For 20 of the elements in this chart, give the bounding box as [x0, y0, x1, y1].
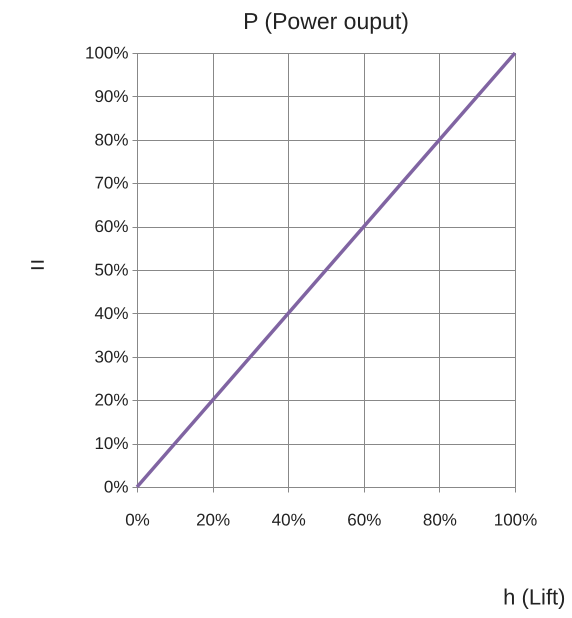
y-axis-title: =	[30, 250, 46, 280]
y-tick-label: 100%	[85, 44, 128, 62]
y-tick-label: 40%	[94, 304, 128, 323]
x-tick-label: 40%	[272, 510, 306, 530]
y-tick-label: 20%	[94, 390, 128, 410]
y-tick-label: 30%	[94, 347, 128, 366]
x-axis-title: h (Lift)	[503, 584, 566, 610]
x-tick-label: 60%	[347, 510, 382, 530]
x-tick-label: 100%	[494, 510, 538, 530]
y-tick-label: 50%	[94, 260, 128, 280]
y-tick-label: 90%	[94, 86, 128, 106]
x-tick-label: 0%	[125, 510, 150, 530]
x-tick-label: 20%	[196, 510, 230, 530]
y-tick-label: 80%	[94, 130, 128, 150]
y-tick-label: 60%	[94, 217, 128, 236]
y-tick-label: 10%	[94, 434, 128, 454]
y-tick-label: 0%	[104, 478, 128, 496]
y-tick-label: 70%	[94, 174, 128, 193]
chart-title: P (Power ouput)	[243, 8, 409, 34]
x-tick-label: 80%	[422, 510, 457, 530]
